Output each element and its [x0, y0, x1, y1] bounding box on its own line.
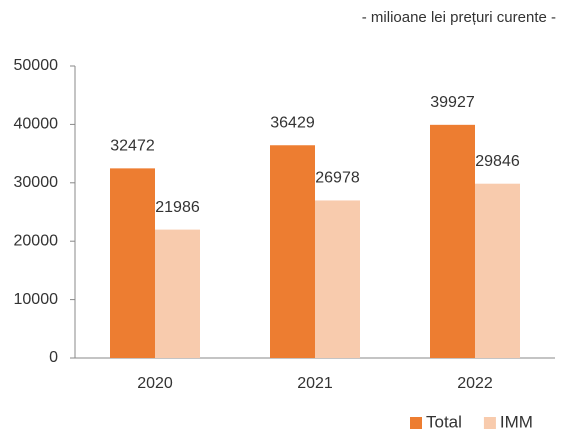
legend-label: Total — [426, 412, 462, 431]
bar — [155, 229, 200, 358]
x-tick-label: 2022 — [457, 375, 493, 392]
bar — [430, 124, 475, 358]
chart-subtitle: - milioane lei prețuri curente - — [362, 9, 556, 26]
value-label: 36429 — [270, 114, 315, 131]
bar — [315, 200, 360, 358]
bar — [270, 145, 315, 358]
y-tick-label: 0 — [49, 349, 58, 366]
value-label: 26978 — [315, 170, 360, 187]
y-tick-label: 20000 — [14, 232, 59, 249]
value-label: 21986 — [155, 199, 200, 216]
y-tick-label: 50000 — [14, 57, 59, 74]
bar — [110, 168, 155, 358]
bar — [475, 183, 520, 358]
legend-swatch — [410, 417, 422, 429]
y-tick-label: 10000 — [14, 291, 59, 308]
y-tick-label: 40000 — [14, 116, 59, 133]
legend-label: IMM — [500, 412, 533, 431]
x-tick-label: 2021 — [297, 375, 333, 392]
legend-swatch — [483, 417, 496, 429]
y-tick-label: 30000 — [14, 174, 59, 191]
value-label: 29846 — [475, 153, 520, 170]
value-label: 32472 — [110, 138, 155, 155]
x-tick-label: 2020 — [137, 375, 173, 392]
value-label: 39927 — [430, 94, 475, 111]
